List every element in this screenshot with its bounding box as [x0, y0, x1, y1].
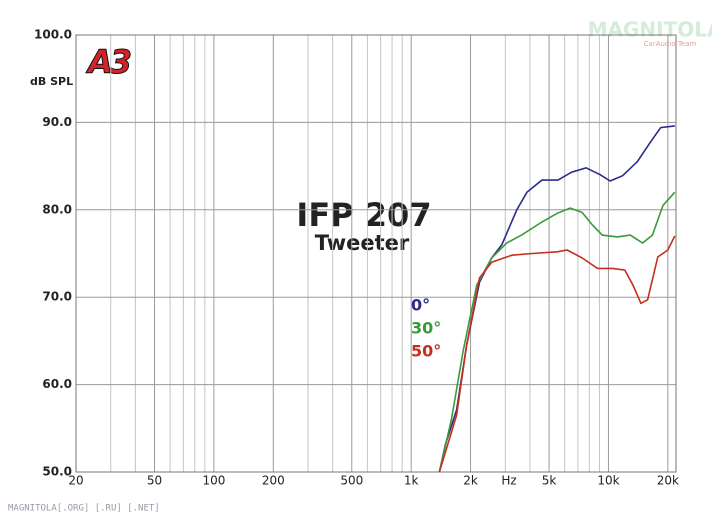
series-line	[438, 191, 676, 473]
watermark: MAGNITOLA	[588, 18, 712, 42]
y-tick-label: 100.0	[34, 28, 72, 42]
grid	[75, 34, 676, 473]
chart-title: IFP 207	[296, 196, 431, 234]
y-tick-label: 50.0	[42, 465, 72, 479]
x-axis-label: Hz	[501, 474, 516, 488]
watermark-sub: CarAudio Team	[644, 40, 697, 48]
x-tick-label: 20k	[657, 474, 679, 488]
legend-entry: 30°	[411, 319, 441, 338]
plot-frame	[75, 34, 677, 473]
logo: A3	[85, 43, 131, 81]
x-tick-label: 100	[202, 474, 225, 488]
x-tick-label: 5k	[542, 474, 557, 488]
x-tick-label: 2k	[463, 474, 478, 488]
series-line	[438, 235, 676, 473]
x-tick-label: 500	[340, 474, 363, 488]
legend-entry: 50°	[411, 342, 441, 361]
x-tick-label: 10k	[597, 474, 619, 488]
y-tick-label: 60.0	[42, 377, 72, 391]
x-tick-label: 200	[262, 474, 285, 488]
y-tick-label: 70.0	[42, 290, 72, 304]
x-tick-label: 1k	[404, 474, 419, 488]
x-tick-label: 20	[68, 474, 83, 488]
x-tick-label: 50	[147, 474, 162, 488]
chart-subtitle: Tweeter	[315, 231, 410, 255]
y-tick-label: 80.0	[42, 202, 72, 216]
y-tick-label: 90.0	[42, 115, 72, 129]
legend-entry: 0°	[411, 296, 430, 315]
footer: MAGNITOLA[.ORG] [.RU] [.NET]	[8, 504, 160, 514]
y-axis-label: dB SPL	[30, 75, 73, 88]
